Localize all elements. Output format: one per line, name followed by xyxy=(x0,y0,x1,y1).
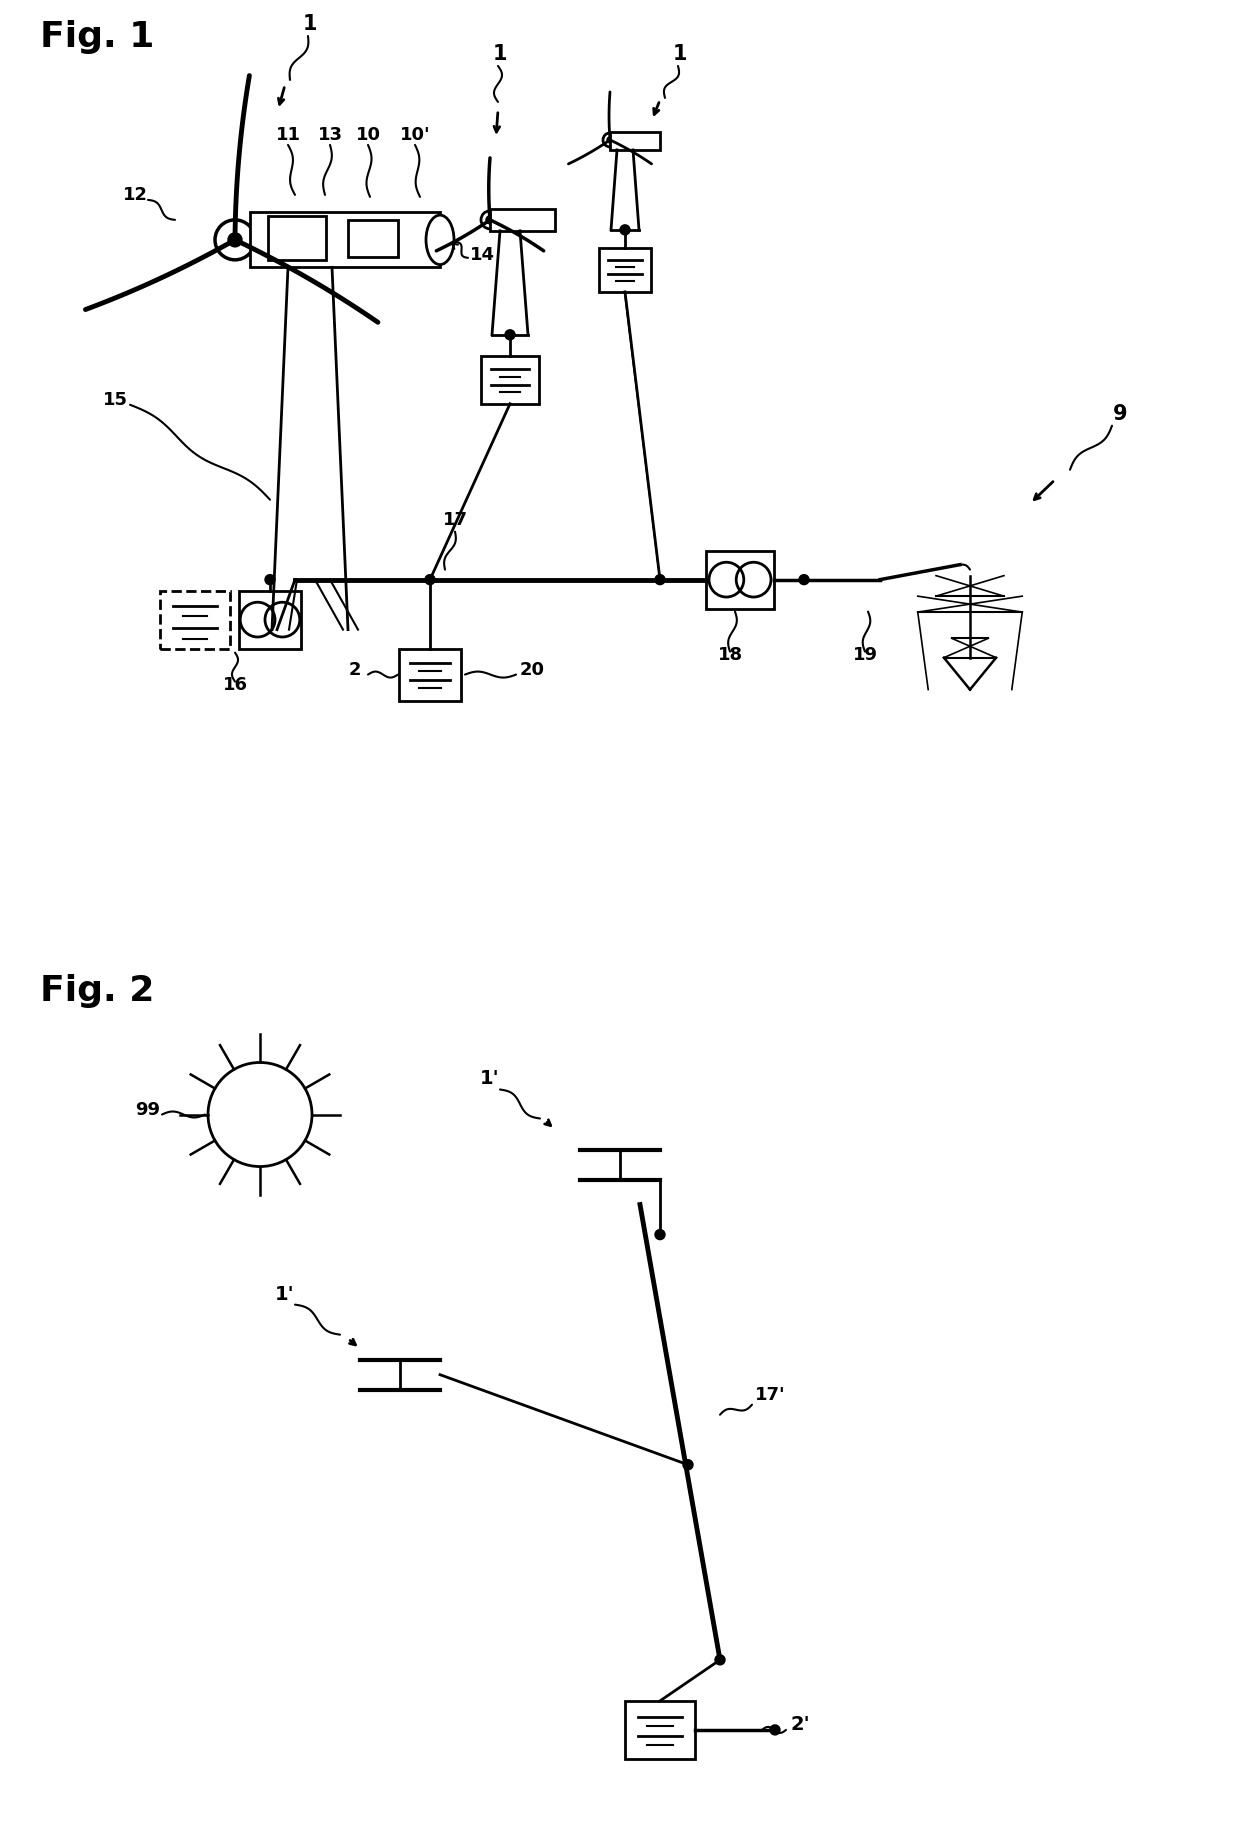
Ellipse shape xyxy=(427,216,454,264)
Circle shape xyxy=(505,330,515,339)
Text: 20: 20 xyxy=(520,661,546,679)
Bar xyxy=(399,649,461,701)
Text: 2: 2 xyxy=(348,661,361,679)
Text: 15: 15 xyxy=(103,391,128,410)
Circle shape xyxy=(683,1459,693,1470)
Bar xyxy=(160,590,229,649)
Bar xyxy=(250,212,440,268)
Circle shape xyxy=(265,574,275,585)
Text: 1: 1 xyxy=(303,15,317,33)
Circle shape xyxy=(425,574,435,585)
Text: 99: 99 xyxy=(135,1100,160,1118)
Text: 10: 10 xyxy=(356,125,381,144)
Text: 14: 14 xyxy=(470,245,495,264)
Circle shape xyxy=(655,1229,665,1240)
Circle shape xyxy=(486,216,494,223)
Bar xyxy=(625,1701,694,1758)
Bar xyxy=(610,133,660,149)
Bar xyxy=(481,356,539,404)
Text: 9: 9 xyxy=(1112,404,1127,424)
Text: 12: 12 xyxy=(123,186,148,205)
Text: Fig. 2: Fig. 2 xyxy=(40,974,154,1009)
Bar xyxy=(706,550,774,609)
Bar xyxy=(239,590,301,649)
Text: 1: 1 xyxy=(673,44,687,65)
Bar xyxy=(268,216,326,260)
Text: Fig. 1: Fig. 1 xyxy=(40,20,154,54)
Text: 18: 18 xyxy=(718,646,743,664)
Text: 19: 19 xyxy=(853,646,878,664)
Bar xyxy=(348,220,398,256)
Text: 17: 17 xyxy=(443,511,467,530)
Text: 1: 1 xyxy=(492,44,507,65)
Text: 1': 1' xyxy=(480,1070,500,1089)
Text: 10': 10' xyxy=(399,125,430,144)
Text: 13: 13 xyxy=(317,125,342,144)
Text: 17': 17' xyxy=(755,1386,786,1404)
Text: 1': 1' xyxy=(275,1284,295,1304)
Circle shape xyxy=(608,137,613,142)
Circle shape xyxy=(655,574,665,585)
Text: 11: 11 xyxy=(275,125,300,144)
Circle shape xyxy=(715,1655,725,1664)
Bar xyxy=(599,247,651,292)
Circle shape xyxy=(770,1725,780,1734)
Text: 16: 16 xyxy=(222,675,248,694)
Circle shape xyxy=(620,225,630,234)
Circle shape xyxy=(799,574,808,585)
Text: 2': 2' xyxy=(790,1714,810,1734)
Circle shape xyxy=(228,232,242,247)
Bar xyxy=(490,208,556,231)
